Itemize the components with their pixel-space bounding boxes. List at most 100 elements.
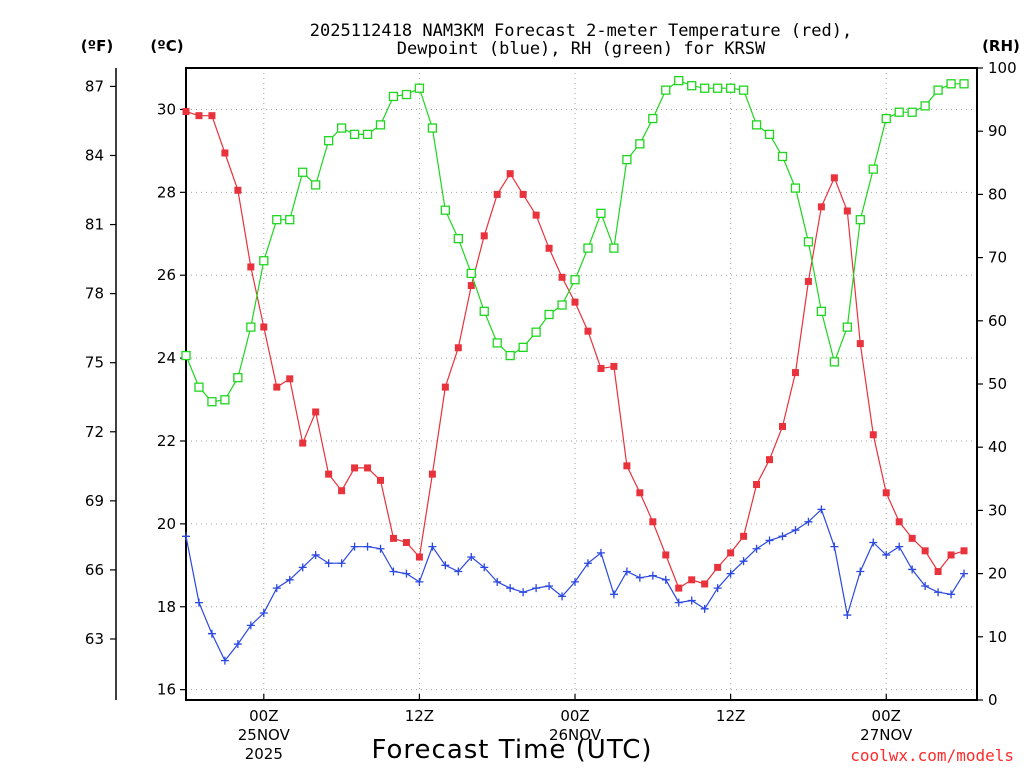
temperature-point (610, 362, 618, 370)
rh-point (920, 101, 930, 111)
dewpoint-point (298, 563, 307, 572)
temperature-point (299, 439, 307, 447)
temperature-point (791, 369, 799, 377)
chart-title-line2: Dewpoint (blue), RH (green) for KRSW (397, 39, 766, 59)
temperature-point (428, 470, 436, 478)
series-dewpoint (182, 505, 969, 665)
fahrenheit-tick-label: 75 (85, 354, 104, 372)
dewpoint-point (908, 565, 917, 574)
rh-point (285, 215, 295, 225)
chart-title-line1: 2025112418 NAM3KM Forecast 2-meter Tempe… (310, 21, 852, 41)
dewpoint-point (350, 542, 359, 551)
rh-tick-label: 70 (988, 249, 1007, 267)
temperature-point (312, 408, 320, 416)
temperature-point (934, 568, 942, 576)
temperature-point (727, 549, 735, 557)
time-tick-label: 00Z (872, 707, 901, 725)
dewpoint-point (674, 598, 683, 607)
temperature-point (532, 211, 540, 219)
temperature-point (182, 108, 190, 116)
rh-point (466, 268, 476, 279)
dewpoint-point (389, 567, 398, 576)
rh-point (479, 306, 489, 316)
dewpoint-point (622, 567, 631, 576)
rh-point (816, 306, 827, 316)
dewpoint-point (428, 542, 437, 551)
rh-point (505, 350, 515, 361)
temperature-point (830, 174, 838, 182)
fahrenheit-unit-label: (ºF) (81, 37, 113, 55)
temperature-point (480, 232, 488, 240)
temperature-point (869, 431, 877, 439)
dewpoint-point (545, 582, 554, 591)
time-tick-date-label: 25NOV (238, 726, 291, 744)
rh-point (531, 327, 541, 337)
rh-point (194, 382, 204, 392)
temperature-point (221, 149, 229, 157)
rh-point (362, 129, 373, 140)
dewpoint-point (233, 640, 242, 649)
temperature-point (921, 547, 929, 555)
series-layer (181, 75, 969, 665)
rh-point (518, 342, 528, 352)
temperature-point (895, 518, 903, 526)
rh-point (336, 123, 347, 133)
rh-point (544, 309, 554, 320)
dewpoint-point (726, 569, 735, 578)
rh-point (414, 83, 425, 93)
rh-point (674, 75, 684, 86)
dewpoint-point (778, 532, 787, 541)
fahrenheit-tick-label: 81 (85, 216, 104, 234)
dewpoint-point (856, 567, 865, 576)
rh-tick-label: 100 (988, 59, 1017, 77)
celsius-tick-label: 30 (157, 100, 176, 118)
series-temperature (182, 108, 968, 592)
rh-tick-label: 40 (988, 438, 1007, 456)
dewpoint-point (246, 621, 255, 630)
dewpoint-point (441, 561, 450, 570)
time-tick-date-label: 27NOV (860, 726, 913, 744)
rh-point (777, 151, 788, 162)
temperature-point (286, 375, 294, 383)
rh-point (570, 275, 580, 285)
series-rh (181, 75, 969, 407)
rh-point (375, 120, 386, 130)
rh-point (453, 233, 463, 244)
dewpoint-point (571, 577, 580, 586)
dewpoint-point (648, 571, 657, 580)
dewpoint-point (791, 526, 800, 535)
rh-point (842, 322, 852, 332)
celsius-unit-label: (ºC) (150, 37, 183, 55)
temperature-point (960, 547, 968, 555)
rh-point (440, 205, 450, 215)
rh-tick-label: 90 (988, 122, 1007, 140)
temperature-point (273, 383, 281, 391)
time-tick-label: 00Z (560, 707, 589, 725)
temperature-point (766, 456, 774, 464)
dewpoint-point (467, 553, 476, 562)
dewpoint-point (635, 573, 644, 582)
credit-text: coolwx.com/models (850, 746, 1014, 765)
dewpoint-point (363, 542, 372, 551)
rh-point (725, 83, 736, 93)
rh-point (259, 256, 269, 266)
temperature-point (234, 186, 242, 194)
dewpoint-point (739, 557, 748, 566)
x-axis-title: Forecast Time (UTC) (371, 735, 652, 765)
temperature-point (415, 553, 423, 561)
dewpoint-point (804, 517, 813, 526)
rh-point (233, 373, 243, 383)
temperature-point (454, 344, 462, 352)
rh-point (401, 89, 412, 100)
fahrenheit-tick-label: 69 (85, 492, 104, 510)
rh-tick-label: 80 (988, 185, 1007, 203)
rh-point (492, 338, 502, 348)
dewpoint-point (220, 656, 229, 665)
dewpoint-point (752, 544, 761, 553)
rh-point (323, 136, 334, 146)
temperature-point (753, 480, 761, 488)
temperature-point (662, 551, 670, 559)
dewpoint-point (817, 505, 826, 514)
rh-point (700, 83, 710, 93)
